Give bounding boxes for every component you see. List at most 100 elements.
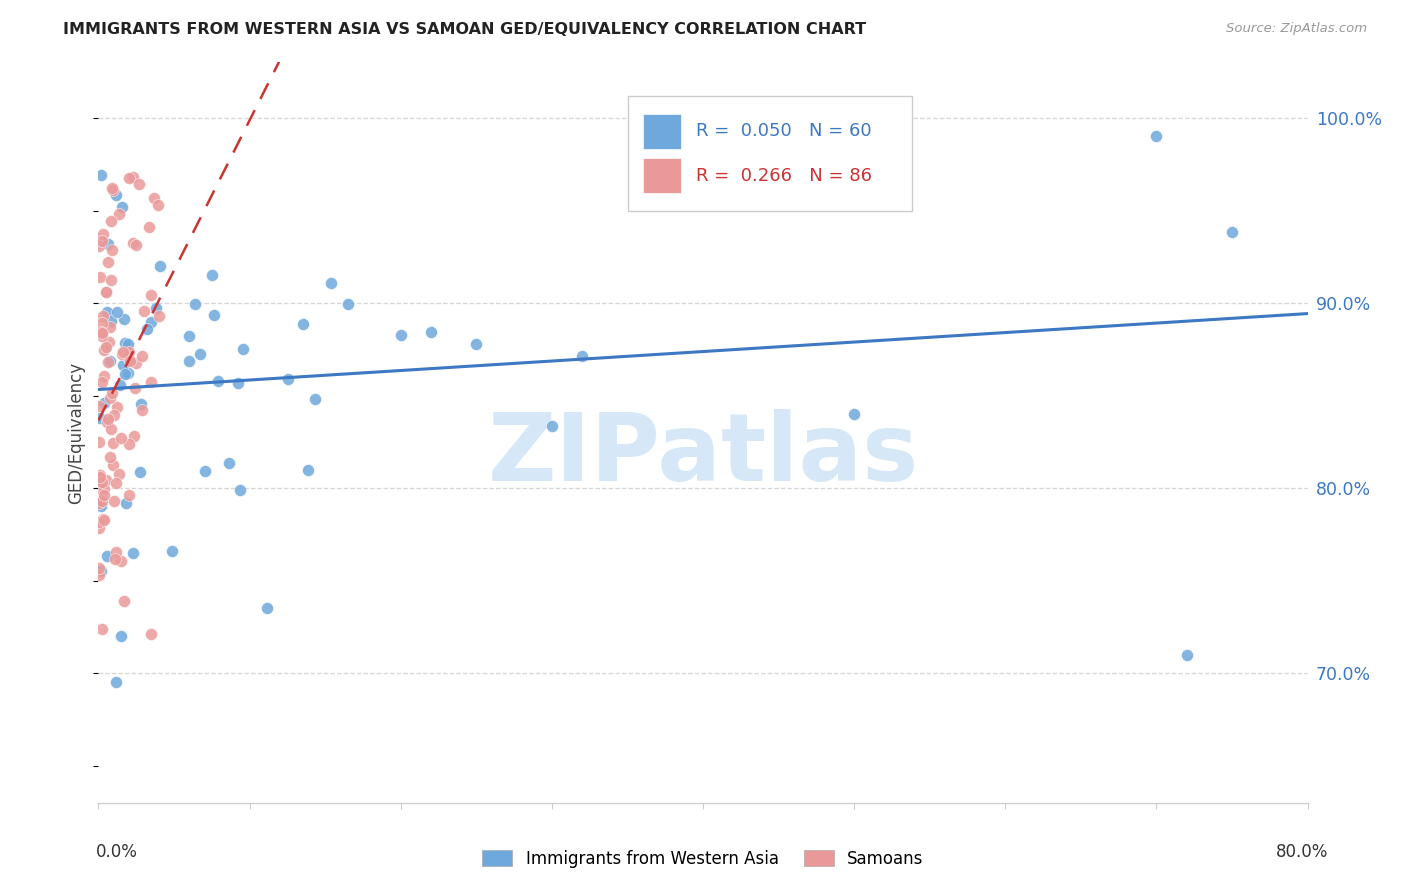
Point: [96, 415, 118, 429]
Point: [93, 513, 115, 527]
Point: [389, 327, 412, 342]
Point: [136, 322, 159, 336]
Point: [104, 675, 127, 690]
Point: [110, 377, 132, 392]
Point: [93, 488, 115, 502]
Point: [571, 349, 593, 363]
Point: [89, 470, 111, 484]
Point: [93, 369, 115, 384]
Point: [101, 386, 124, 401]
Point: [90, 499, 112, 513]
Point: [103, 435, 125, 450]
Point: [91, 227, 114, 242]
Point: [96, 549, 118, 564]
Point: [692, 130, 714, 145]
Point: [93, 482, 115, 496]
Text: R =  0.050   N = 60: R = 0.050 N = 60: [696, 122, 872, 140]
Point: [108, 467, 131, 482]
Text: R =  0.266   N = 86: R = 0.266 N = 86: [696, 167, 872, 185]
Point: [94, 340, 117, 354]
Point: [93, 396, 115, 410]
Point: [540, 419, 562, 434]
Point: [98, 354, 121, 368]
Point: [129, 465, 152, 479]
Point: [177, 353, 200, 368]
Point: [420, 325, 443, 339]
Point: [207, 374, 229, 388]
Point: [94, 285, 117, 299]
Point: [91, 512, 114, 526]
Point: [188, 347, 211, 361]
Point: [89, 411, 111, 425]
Point: [124, 381, 146, 395]
Point: [321, 276, 343, 290]
Text: 0.0%: 0.0%: [96, 843, 138, 861]
Point: [105, 187, 128, 202]
Point: [118, 354, 141, 368]
Point: [98, 450, 121, 464]
Point: [100, 422, 122, 436]
Point: [89, 521, 111, 535]
Point: [125, 238, 148, 252]
Point: [232, 343, 254, 357]
Point: [139, 315, 162, 329]
Point: [114, 367, 136, 381]
Point: [132, 304, 155, 318]
Point: [91, 309, 114, 323]
Point: [118, 437, 141, 451]
Point: [1220, 226, 1243, 240]
Point: [277, 371, 299, 385]
Point: [117, 336, 139, 351]
Text: ZIPatlas: ZIPatlas: [488, 409, 918, 500]
FancyBboxPatch shape: [643, 113, 682, 149]
Point: [103, 409, 125, 423]
Point: [89, 239, 111, 253]
Point: [112, 312, 135, 326]
Point: [194, 464, 217, 478]
Point: [218, 456, 240, 470]
Point: [96, 305, 118, 319]
Point: [110, 431, 132, 445]
Point: [101, 243, 124, 257]
Point: [90, 565, 112, 579]
Point: [111, 200, 134, 214]
Point: [105, 545, 128, 559]
Point: [124, 429, 146, 443]
Point: [121, 235, 143, 250]
Point: [89, 400, 111, 414]
Point: [146, 198, 169, 212]
Point: [131, 397, 153, 411]
Point: [90, 168, 112, 182]
Point: [89, 515, 111, 529]
Point: [89, 467, 111, 482]
Point: [111, 358, 134, 372]
Point: [202, 308, 225, 322]
Point: [112, 593, 135, 607]
Text: 80.0%: 80.0%: [1277, 843, 1329, 861]
Point: [100, 214, 122, 228]
Point: [97, 335, 120, 350]
Point: [118, 345, 141, 359]
Point: [117, 366, 139, 380]
Point: [96, 285, 118, 300]
Point: [1175, 648, 1198, 662]
Point: [117, 488, 139, 502]
Point: [149, 260, 172, 274]
Point: [115, 495, 138, 509]
Point: [131, 403, 153, 417]
Point: [304, 392, 326, 406]
Point: [138, 219, 160, 234]
FancyBboxPatch shape: [643, 158, 682, 194]
Point: [91, 493, 114, 508]
Point: [97, 355, 120, 369]
Point: [226, 376, 249, 390]
Point: [93, 343, 115, 358]
Point: [148, 310, 170, 324]
Point: [179, 328, 201, 343]
Point: [97, 255, 120, 269]
Point: [141, 375, 163, 389]
Point: [100, 314, 122, 328]
Point: [103, 458, 125, 472]
Point: [228, 483, 250, 497]
Point: [1144, 129, 1167, 144]
